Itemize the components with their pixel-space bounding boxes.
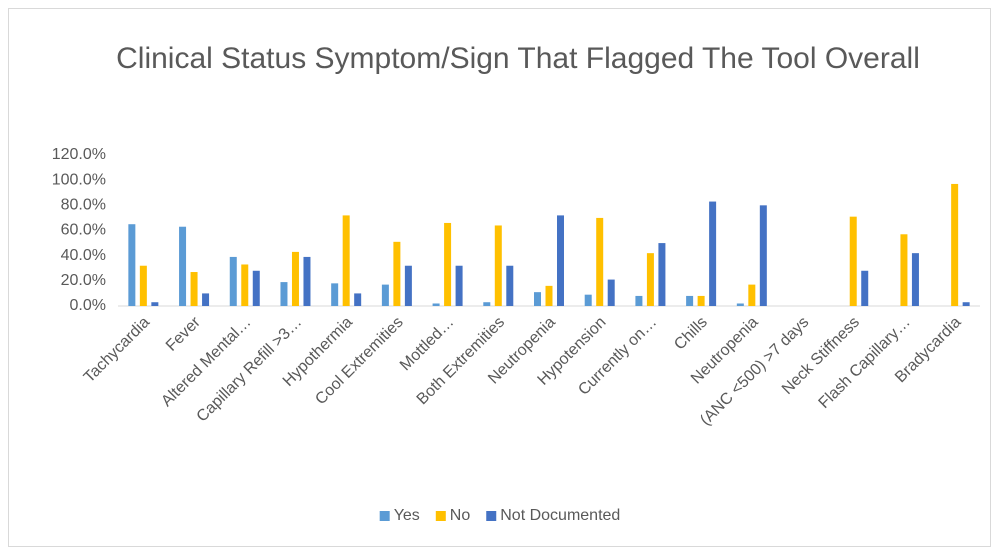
- y-tick-label: 120.0%: [52, 146, 106, 163]
- bar: [557, 215, 564, 306]
- bar: [686, 295, 694, 306]
- bar: [962, 302, 970, 306]
- x-tick-label: Fever: [163, 313, 204, 354]
- bar: [596, 217, 604, 306]
- bar: [179, 226, 187, 306]
- y-tick-label: 100.0%: [52, 171, 106, 188]
- bar: [342, 215, 350, 306]
- bar: [202, 293, 210, 306]
- bar: [849, 216, 857, 306]
- x-tick-label: Cool Extremities: [312, 314, 406, 408]
- bar: [607, 279, 615, 306]
- bar: [736, 303, 744, 306]
- bar: [697, 295, 705, 306]
- bar: [128, 224, 136, 306]
- x-tick-label: Altered Mental…: [158, 314, 254, 410]
- bar: [748, 284, 756, 306]
- bar: [303, 256, 311, 306]
- legend-swatch: [435, 511, 446, 521]
- bar: [241, 264, 249, 306]
- bar: [506, 265, 514, 306]
- bar: [455, 265, 463, 306]
- bar: [658, 243, 666, 306]
- chart-frame: [8, 8, 991, 547]
- bar: [635, 295, 643, 306]
- bar: [280, 282, 288, 306]
- bar: [900, 234, 908, 306]
- bar: [646, 253, 654, 306]
- bar: [190, 272, 198, 306]
- bar: [381, 284, 389, 306]
- bar: [331, 283, 339, 306]
- bar: [861, 270, 869, 306]
- bar: [545, 285, 553, 306]
- bar: [393, 241, 401, 306]
- legend-label: Not Documented: [500, 507, 620, 524]
- bar: [252, 270, 260, 306]
- bar: [151, 302, 159, 306]
- legend-swatch: [486, 511, 497, 521]
- bar: [139, 265, 147, 306]
- bar: [432, 303, 440, 306]
- bar: [494, 225, 502, 306]
- x-tick-label: Tachycardia: [81, 314, 153, 386]
- bar: [534, 292, 541, 306]
- bar: [354, 293, 362, 306]
- y-tick-label: 20.0%: [61, 272, 106, 289]
- bar: [759, 205, 767, 306]
- bar: [291, 251, 299, 306]
- legend-swatch: [379, 511, 390, 521]
- bar: [951, 183, 959, 306]
- bar: [229, 256, 237, 306]
- y-tick-label: 40.0%: [61, 247, 106, 264]
- x-tick-label: Flash Capillary…: [816, 314, 914, 412]
- chart-title: Clinical Status Symptom/Sign That Flagge…: [116, 42, 920, 75]
- bar: [404, 265, 412, 306]
- y-tick-label: 0.0%: [70, 297, 106, 314]
- bar: [483, 302, 491, 306]
- y-tick-label: 80.0%: [61, 197, 106, 214]
- legend-label: No: [450, 507, 471, 524]
- legend-label: Yes: [394, 507, 420, 524]
- bar: [911, 253, 919, 306]
- bar: [444, 222, 452, 306]
- y-tick-label: 60.0%: [61, 222, 106, 239]
- bar: [584, 294, 592, 306]
- x-tick-label: Chills: [671, 314, 711, 354]
- x-tick-label: Both Extremities: [414, 314, 508, 408]
- bar: [709, 201, 717, 306]
